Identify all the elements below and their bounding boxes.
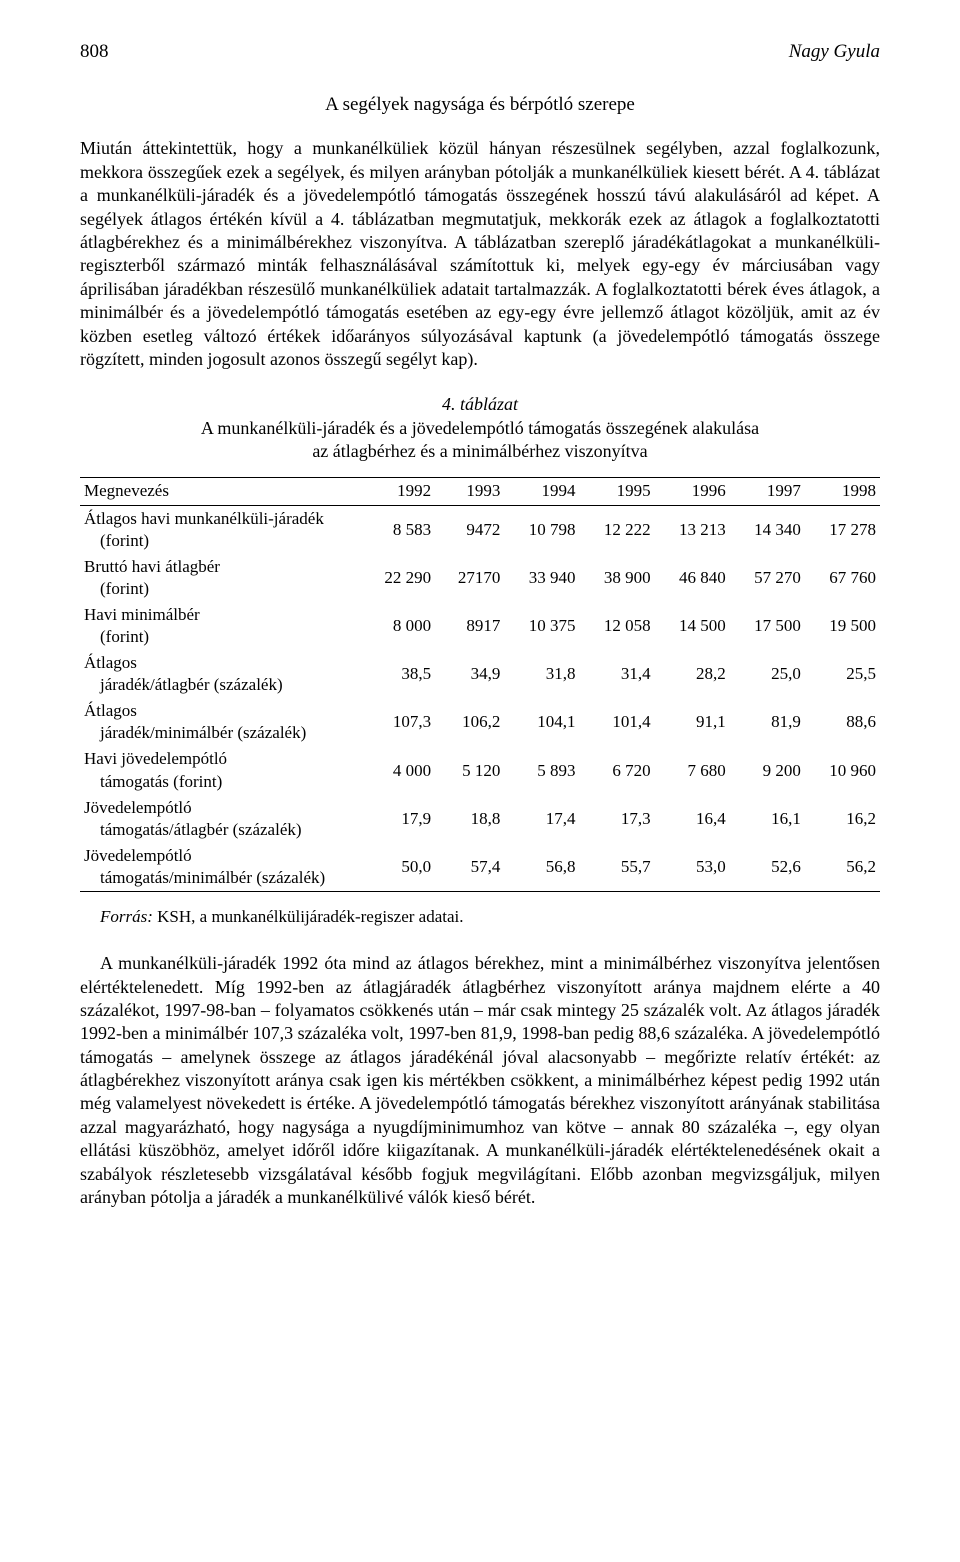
cell-value: 34,9 [435,650,504,698]
cell-value: 5 120 [435,746,504,794]
cell-value: 28,2 [655,650,730,698]
col-header-year: 1996 [655,478,730,505]
source-label: Forrás: [100,907,153,926]
table-caption: 4. táblázat A munkanélküli-járadék és a … [80,393,880,463]
table-header-row: Megnevezés 1992 1993 1994 1995 1996 1997… [80,478,880,505]
cell-value: 25,0 [730,650,805,698]
col-header-year: 1994 [504,478,579,505]
cell-value: 91,1 [655,698,730,746]
row-label: Bruttó havi átlagbér(forint) [80,554,360,602]
cell-value: 5 893 [504,746,579,794]
cell-value: 50,0 [360,843,435,892]
table-row: Átlagos havi munkanélküli-járadék(forint… [80,505,880,554]
row-label: Átlagosjáradék/átlagbér (százalék) [80,650,360,698]
cell-value: 52,6 [730,843,805,892]
cell-value: 31,8 [504,650,579,698]
cell-value: 10 960 [805,746,880,794]
cell-value: 16,1 [730,795,805,843]
cell-value: 25,5 [805,650,880,698]
cell-value: 56,2 [805,843,880,892]
table-number: 4. táblázat [442,394,518,414]
cell-value: 55,7 [580,843,655,892]
table-caption-line2: az átlagbérhez és a minimálbérhez viszon… [312,441,647,461]
row-label: Jövedelempótlótámogatás/minimálbér (száz… [80,843,360,892]
table-body: Átlagos havi munkanélküli-járadék(forint… [80,505,880,892]
cell-value: 88,6 [805,698,880,746]
paragraph-text: Miután áttekintettük, hogy a munkanélkül… [80,138,880,369]
col-header-year: 1998 [805,478,880,505]
table-row: Jövedelempótlótámogatás/átlagbér (százal… [80,795,880,843]
cell-value: 10 375 [504,602,579,650]
cell-value: 107,3 [360,698,435,746]
cell-value: 27170 [435,554,504,602]
cell-value: 10 798 [504,505,579,554]
cell-value: 57,4 [435,843,504,892]
table-row: Átlagosjáradék/átlagbér (százalék)38,534… [80,650,880,698]
cell-value: 6 720 [580,746,655,794]
author-name: Nagy Gyula [789,40,880,65]
cell-value: 38 900 [580,554,655,602]
cell-value: 81,9 [730,698,805,746]
cell-value: 33 940 [504,554,579,602]
cell-value: 106,2 [435,698,504,746]
cell-value: 31,4 [580,650,655,698]
cell-value: 14 500 [655,602,730,650]
cell-value: 9 200 [730,746,805,794]
cell-value: 17,9 [360,795,435,843]
cell-value: 17,3 [580,795,655,843]
source-text: KSH, a munkanélkülijáradék-regiszer adat… [153,907,464,926]
cell-value: 104,1 [504,698,579,746]
cell-value: 16,2 [805,795,880,843]
cell-value: 17 278 [805,505,880,554]
table-row: Bruttó havi átlagbér(forint)22 290271703… [80,554,880,602]
cell-value: 17 500 [730,602,805,650]
row-label: Átlagos havi munkanélküli-járadék(forint… [80,505,360,554]
col-header-year: 1993 [435,478,504,505]
cell-value: 38,5 [360,650,435,698]
cell-value: 4 000 [360,746,435,794]
body-paragraph-2: A munkanélküli-járadék 1992 óta mind az … [80,952,880,1209]
cell-value: 13 213 [655,505,730,554]
cell-value: 12 058 [580,602,655,650]
table-caption-line1: A munkanélküli-járadék és a jövedelempót… [201,418,759,438]
cell-value: 12 222 [580,505,655,554]
page-header: 808 Nagy Gyula [80,40,880,65]
cell-value: 101,4 [580,698,655,746]
cell-value: 46 840 [655,554,730,602]
table-row: Havi minimálbér(forint)8 000891710 37512… [80,602,880,650]
row-label: Havi jövedelempótlótámogatás (forint) [80,746,360,794]
col-header-label: Megnevezés [80,478,360,505]
cell-value: 14 340 [730,505,805,554]
cell-value: 53,0 [655,843,730,892]
cell-value: 8 000 [360,602,435,650]
section-title: A segélyek nagysága és bérpótló szerepe [80,93,880,118]
body-paragraph-1: Miután áttekintettük, hogy a munkanélkül… [80,137,880,371]
cell-value: 8917 [435,602,504,650]
col-header-year: 1995 [580,478,655,505]
cell-value: 7 680 [655,746,730,794]
cell-value: 19 500 [805,602,880,650]
data-table: Megnevezés 1992 1993 1994 1995 1996 1997… [80,477,880,892]
cell-value: 9472 [435,505,504,554]
col-header-year: 1992 [360,478,435,505]
row-label: Jövedelempótlótámogatás/átlagbér (százal… [80,795,360,843]
row-label: Átlagosjáradék/minimálbér (százalék) [80,698,360,746]
cell-value: 18,8 [435,795,504,843]
page-number: 808 [80,40,109,65]
cell-value: 57 270 [730,554,805,602]
cell-value: 8 583 [360,505,435,554]
col-header-year: 1997 [730,478,805,505]
cell-value: 16,4 [655,795,730,843]
cell-value: 17,4 [504,795,579,843]
cell-value: 67 760 [805,554,880,602]
row-label: Havi minimálbér(forint) [80,602,360,650]
table-row: Havi jövedelempótlótámogatás (forint)4 0… [80,746,880,794]
table-row: Átlagosjáradék/minimálbér (százalék)107,… [80,698,880,746]
table-source: Forrás: KSH, a munkanélkülijáradék-regis… [80,906,880,928]
table-row: Jövedelempótlótámogatás/minimálbér (száz… [80,843,880,892]
cell-value: 56,8 [504,843,579,892]
cell-value: 22 290 [360,554,435,602]
